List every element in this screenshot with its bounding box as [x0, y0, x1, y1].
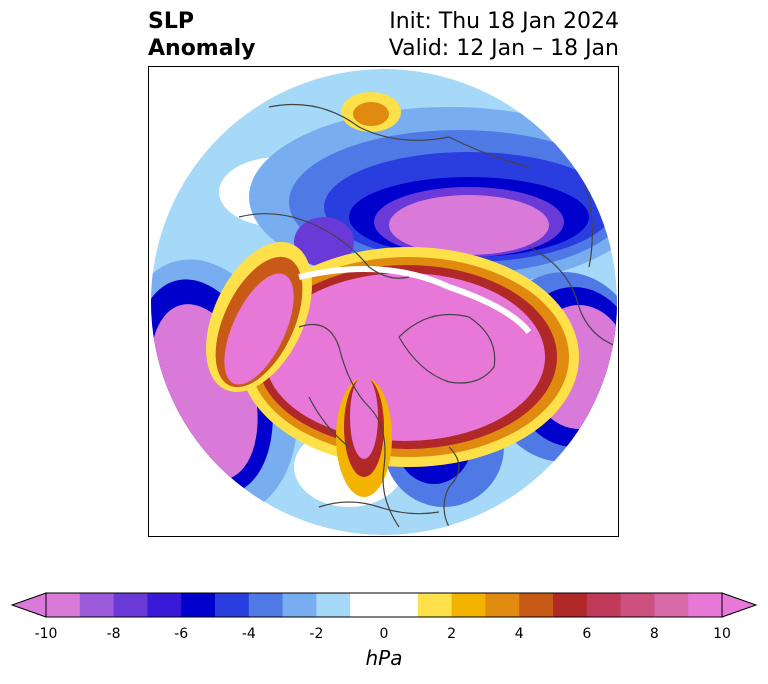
colorbar-swatch — [654, 593, 689, 617]
colorbar-tick-label: 8 — [649, 626, 659, 642]
colorbar — [0, 585, 768, 625]
colorbar-border — [45, 592, 723, 618]
neg-small-core — [294, 217, 354, 267]
colorbar-max-arrow — [721, 592, 758, 618]
colorbar-swatch — [113, 593, 148, 617]
colorbar-swatch — [451, 593, 486, 617]
colorbar-swatch — [553, 593, 588, 617]
coastlines — [238, 96, 617, 528]
pos-tongue-core — [350, 375, 378, 459]
colorbar-graphic — [10, 592, 758, 618]
colorbar-swatch — [46, 593, 81, 617]
colorbar-swatch — [688, 593, 723, 617]
pos-arm-core — [224, 273, 294, 385]
colorbar-tick-label: -8 — [106, 626, 121, 642]
colorbar-swatch — [181, 593, 216, 617]
title-subtitle: Anomaly — [148, 36, 256, 61]
colorbar-tick-label: 4 — [514, 626, 524, 642]
colorbar-tick-label: 6 — [582, 626, 592, 642]
colorbar-swatch — [586, 593, 622, 617]
init-date: Init: Thu 18 Jan 2024 — [389, 9, 619, 34]
neg-core-north — [389, 195, 549, 255]
colorbar-swatch — [620, 593, 655, 617]
colorbar-swatch — [215, 593, 250, 617]
colorbar-swatch — [282, 593, 317, 617]
valid-range: Valid: 12 Jan – 18 Jan — [388, 36, 619, 61]
colorbar-tick-label: -10 — [34, 626, 58, 642]
colorbar-min-arrow — [10, 592, 47, 618]
colorbar-tick-label: -2 — [309, 626, 324, 642]
map-title: SLP Anomaly — [148, 8, 255, 62]
polar-map — [148, 66, 619, 537]
colorbar-swatch — [384, 593, 419, 617]
colorbar-tick-label: -6 — [174, 626, 189, 642]
colorbar-tick-label: 10 — [713, 626, 731, 642]
colorbar-tick-label: -4 — [241, 626, 256, 642]
colorbar-tick-label: 2 — [447, 626, 457, 642]
zero-contour — [298, 266, 532, 334]
colorbar-swatch — [485, 593, 520, 617]
colorbar-swatch — [417, 593, 453, 617]
pos-small-north-core — [353, 102, 389, 126]
colorbar-tick-label: 0 — [379, 626, 389, 642]
colorbar-unit: hPa — [365, 646, 403, 670]
colorbar-swatch — [79, 593, 115, 617]
colorbar-swatch — [248, 593, 284, 617]
pos-core-center — [265, 273, 545, 441]
colorbar-swatch — [519, 593, 554, 617]
anomaly-field — [151, 69, 617, 535]
colorbar-swatch — [147, 593, 182, 617]
colorbar-swatch — [350, 593, 385, 617]
title-variable: SLP — [148, 9, 194, 34]
map-dates: Init: Thu 18 Jan 2024 Valid: 12 Jan – 18… — [389, 8, 619, 62]
colorbar-swatch — [316, 593, 351, 617]
